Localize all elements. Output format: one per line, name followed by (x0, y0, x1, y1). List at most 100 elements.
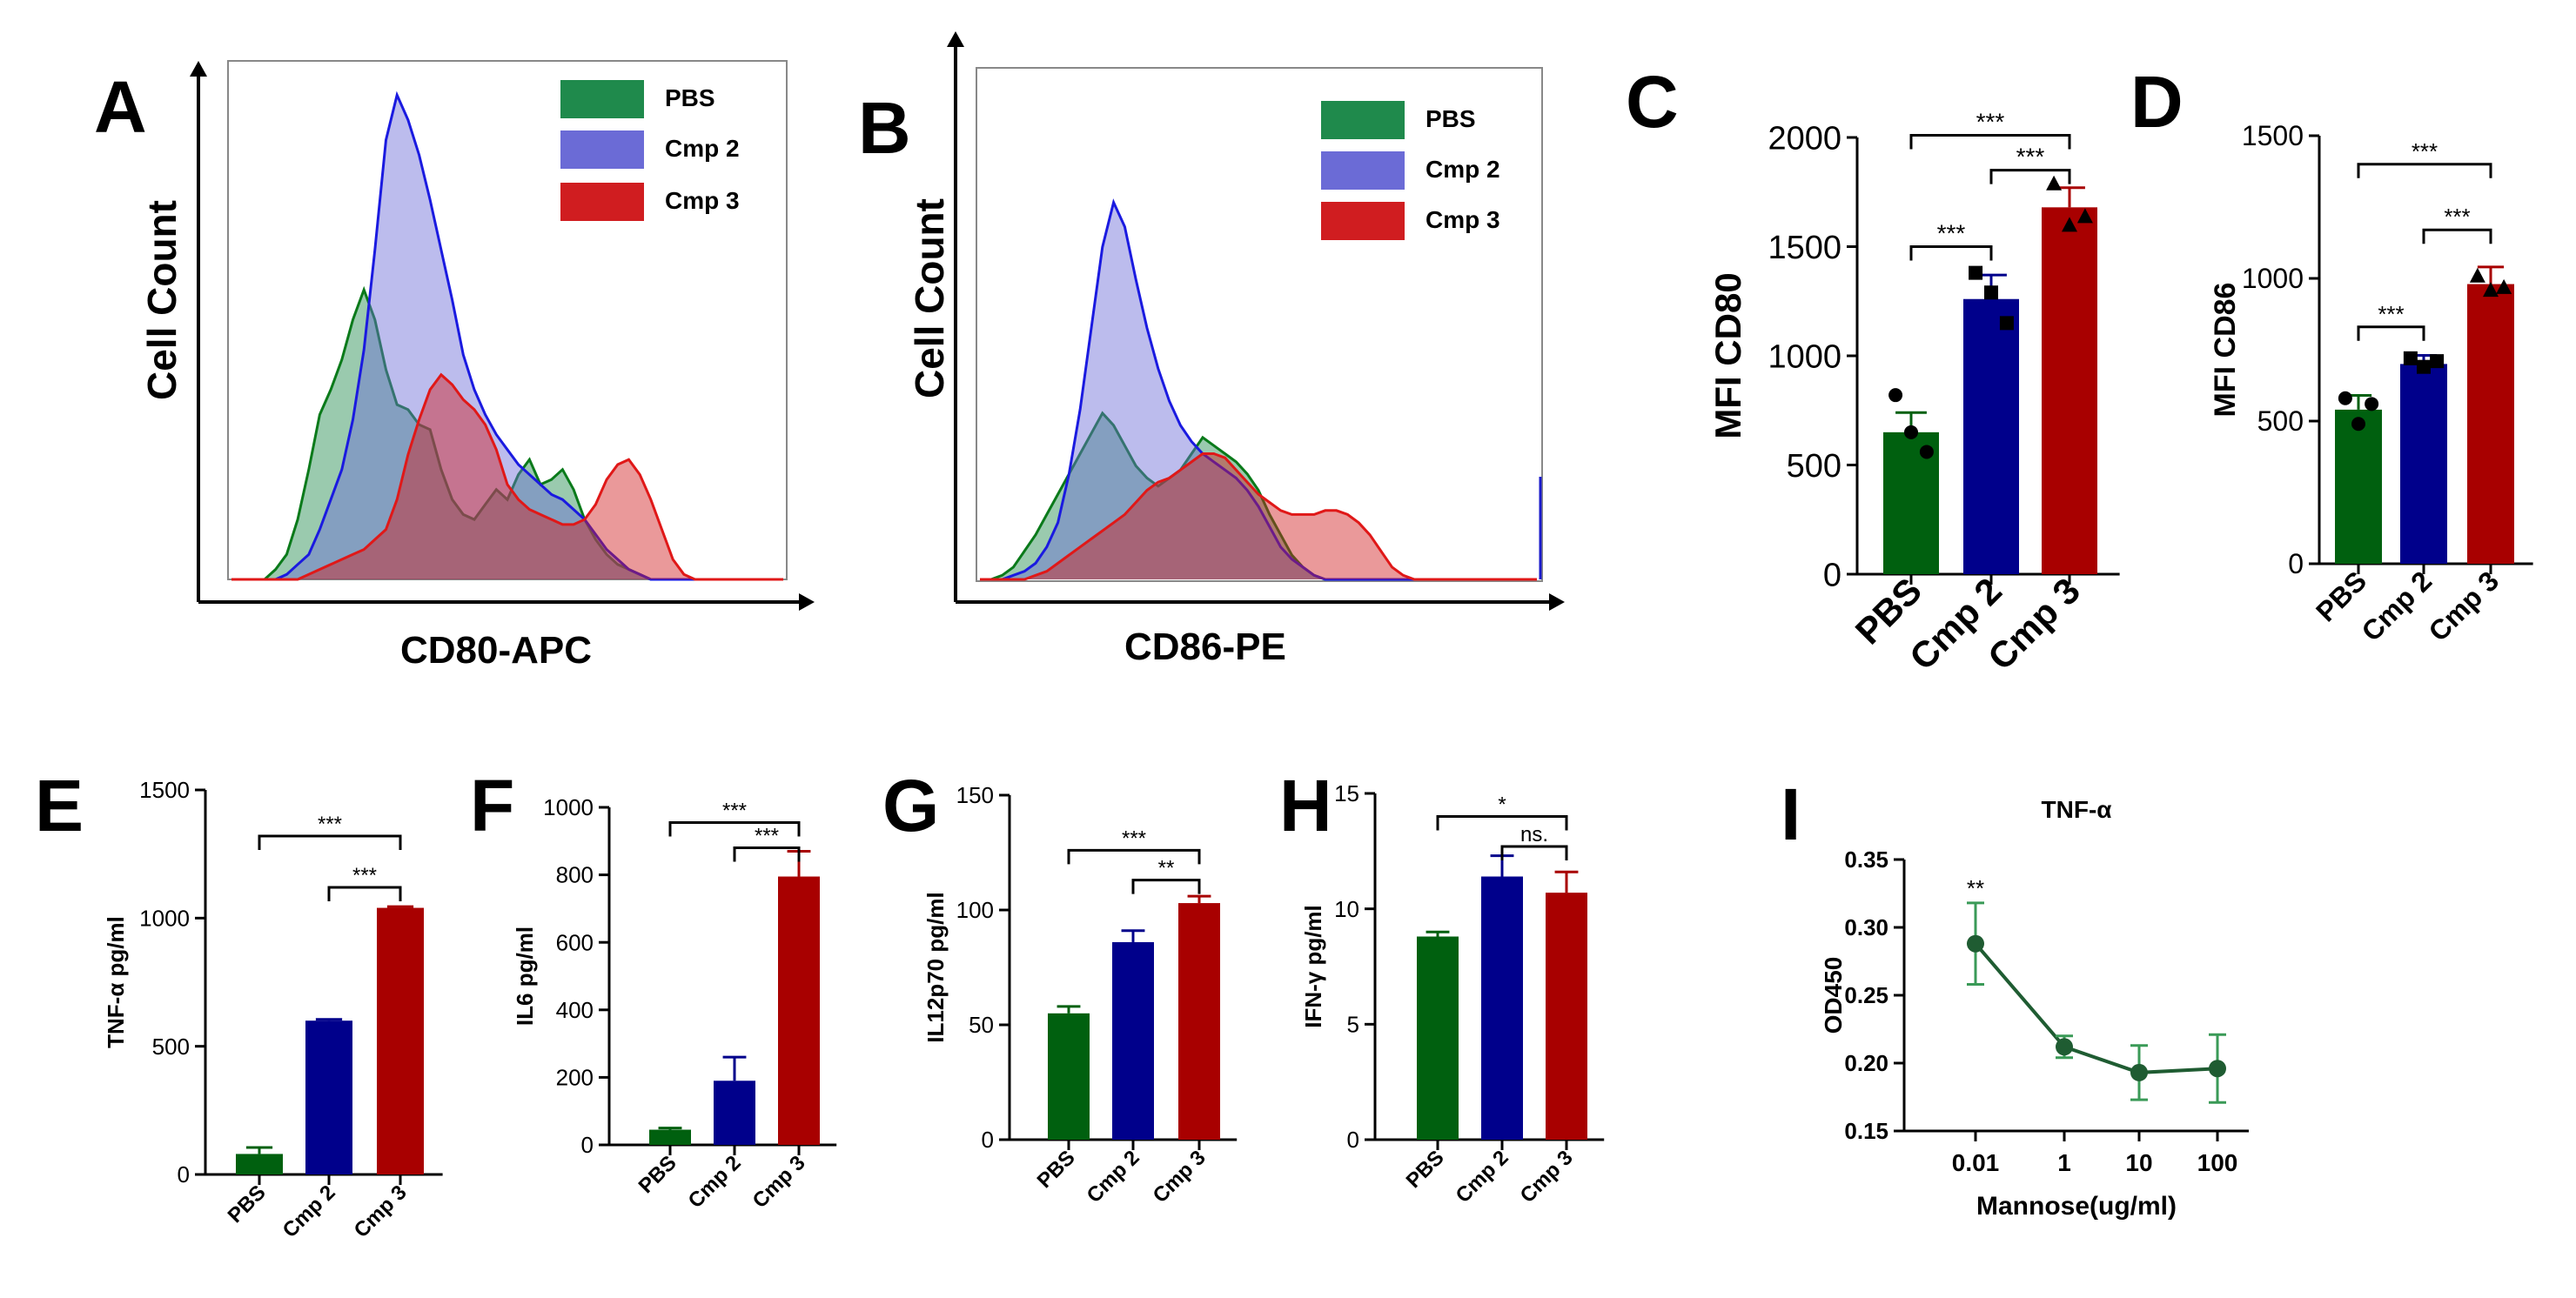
bar-chart-c-y-tick-label-2: 1000 (1768, 338, 1841, 375)
bar-chart-f-y-tick-label-4: 800 (556, 862, 594, 888)
histogram-b-frame (976, 67, 1543, 582)
bar-chart-f-significance-0: *** (722, 799, 747, 822)
bar-chart-d-bracket-2 (2357, 325, 2425, 341)
legend-b: PBS Cmp 2 Cmp 3 (1321, 101, 1500, 240)
bar-chart-e-y-tick-label-1: 500 (152, 1034, 190, 1060)
bar-chart-c-point-cmp3-0 (2046, 175, 2063, 191)
bar-chart-d-significance-2: *** (2378, 301, 2404, 327)
histogram-a-x-label: CD80-APC (400, 629, 592, 672)
legend-b-swatch-pbs (1321, 101, 1405, 139)
bar-chart-e-y-tick-label-3: 1500 (139, 777, 190, 803)
line-chart-i-point-1 (2056, 1038, 2073, 1056)
bar-chart-g-bracket-0 (1067, 848, 1201, 865)
bar-chart-c-point-cmp3-2 (2076, 208, 2093, 224)
bar-chart-g-significance-0: *** (1122, 826, 1146, 850)
bar-chart-h-y-tick-label-0: 0 (1347, 1127, 1359, 1153)
bar-chart-h-category-cmp2: Cmp 2 (1452, 1146, 1513, 1208)
histogram-b-y-label: Cell Count (907, 198, 952, 398)
bar-chart-f-y-tick-label-2: 400 (556, 997, 594, 1023)
panel-label-e: E (35, 765, 84, 846)
bar-chart-g-category-pbs: PBS (1033, 1146, 1080, 1193)
histogram-b-line-cmp3 (980, 452, 1537, 581)
bar-chart-f-y-label: IL6 pg/ml (512, 927, 538, 1026)
bar-chart-d-y-tick-label-2: 1000 (2242, 263, 2304, 294)
bar-chart-c-significance-2: *** (1937, 220, 1966, 247)
bar-chart-e-bar-cmp3 (377, 907, 424, 1174)
bar-chart-f-y-tick-label-1: 200 (556, 1065, 594, 1091)
histogram-a-frame (227, 60, 788, 580)
legend-a-label-cmp3: Cmp 3 (665, 187, 740, 214)
bar-chart-f-y-tick-label-0: 0 (581, 1132, 594, 1158)
bar-chart-c-point-cmp2-2 (1999, 316, 2014, 331)
bar-chart-c-y-tick-label-4: 2000 (1768, 120, 1841, 157)
legend-a: PBS Cmp 2 Cmp 3 (560, 80, 740, 221)
bar-chart-h-y-tick-label-3: 15 (1334, 780, 1359, 806)
bar-chart-f-y-tick-label-3: 600 (556, 929, 594, 955)
bar-chart-e-y-tick-label-0: 0 (178, 1161, 190, 1188)
bar-chart-g-significance-1: ** (1158, 857, 1175, 880)
legend-a-swatch-cmp3 (560, 183, 644, 221)
bar-chart-g-bracket-1 (1131, 879, 1201, 894)
legend-a-swatch-cmp2 (560, 130, 644, 169)
bar-chart-c-y-tick-label-0: 0 (1823, 557, 1841, 593)
line-chart-i: 0.15 0.20 0.25 0.30 0.35 0.01 1 10 100 ** TNF-α Man… (1820, 796, 2249, 1221)
histogram-b-area-cmp3 (980, 453, 1537, 579)
panel-label-d: D (2130, 61, 2184, 143)
bar-chart-e: 0 500 1000 1500 TNF-α pg/ml PBS Cmp 2 Cmp 3 *** *… (103, 777, 443, 1242)
bar-chart-e-significance-0: *** (318, 813, 342, 836)
bar-chart-c-point-pbs-1 (1904, 425, 1918, 439)
histogram-b-y-arrow (947, 31, 964, 47)
bar-chart-e-y-label: TNF-α pg/ml (103, 916, 129, 1048)
bar-chart-g-category-cmp3: Cmp 3 (1149, 1146, 1211, 1208)
bar-chart-f-y-tick-label-5: 1000 (543, 794, 594, 820)
bar-chart-h-significance-1: ns. (1520, 823, 1548, 846)
line-chart-i-y-label: OD450 (1820, 957, 1847, 1034)
bar-chart-e-bar-cmp2 (305, 1020, 352, 1174)
bar-chart-g-y-label: IL12p70 pg/ml (922, 892, 949, 1042)
panel-label-f: F (470, 765, 514, 846)
histogram-a-area-cmp3 (231, 374, 783, 579)
bar-chart-c-significance-1: *** (2016, 144, 2045, 171)
bar-chart-e-bracket-0 (258, 834, 402, 851)
histogram-b-area-pbs (980, 412, 1537, 579)
bar-chart-c-significance-0: *** (1976, 108, 2005, 135)
panel-label-h: H (1279, 765, 1332, 846)
panel-label-a: A (94, 66, 147, 148)
bar-chart-c-bar-cmp2 (1963, 298, 2019, 574)
bar-chart-f-bar-pbs (649, 1129, 691, 1145)
line-chart-i-x-tick-label-0: 0.01 (1952, 1149, 2000, 1176)
histogram-a-line-cmp3 (231, 372, 783, 581)
bar-chart-h-y-tick-label-1: 5 (1347, 1011, 1359, 1037)
bar-chart-d-point-cmp3-0 (2469, 267, 2485, 283)
bar-chart-e-bracket-1 (327, 886, 402, 901)
histogram-a-y-arrow (190, 61, 207, 77)
line-chart-i-y-tick-label-2: 0.25 (1844, 982, 1888, 1008)
bar-chart-d-bar-cmp3 (2467, 284, 2514, 564)
bar-chart-f-significance-1: *** (755, 825, 779, 848)
bar-chart-c-y-tick-label-3: 1500 (1768, 230, 1841, 266)
bar-chart-h-significance-0: * (1498, 793, 1506, 817)
legend-a-swatch-pbs (560, 80, 644, 118)
bar-chart-c-point-cmp2-0 (1969, 265, 1983, 280)
line-chart-i-point-0 (1967, 934, 1984, 953)
bar-chart-d-point-pbs-2 (2365, 397, 2379, 411)
histogram-b-x-label: CD86-PE (1124, 626, 1286, 668)
bar-chart-g-bar-cmp2 (1112, 941, 1154, 1140)
bar-chart-d-point-cmp2-2 (2430, 354, 2445, 369)
legend-b-label-cmp2: Cmp 2 (1426, 156, 1500, 183)
bar-chart-g-category-cmp2: Cmp 2 (1083, 1146, 1144, 1208)
bar-chart-d-point-cmp2-1 (2417, 359, 2431, 374)
line-chart-i-x-tick-label-3: 100 (2197, 1149, 2238, 1176)
histogram-b: CD86-PE Cell Count PBS Cmp 2 Cmp 3 (907, 31, 1565, 668)
bar-chart-c-point-pbs-2 (1919, 445, 1934, 459)
histogram-a-area-cmp2 (231, 95, 783, 579)
bar-chart-f: 0 200 400 600 800 1000 IL6 pg/ml PBS Cmp 2 Cmp 3 *… (512, 794, 837, 1213)
line-chart-i-point-3 (2209, 1060, 2226, 1078)
bar-chart-e-category-pbs: PBS (224, 1181, 271, 1228)
bar-chart-c-point-cmp3-1 (2062, 217, 2077, 232)
bar-chart-c-bracket-1 (1989, 169, 2071, 184)
bar-chart-c-bar-cmp3 (2042, 207, 2097, 574)
bar-chart-c-bracket-0 (1909, 133, 2071, 150)
